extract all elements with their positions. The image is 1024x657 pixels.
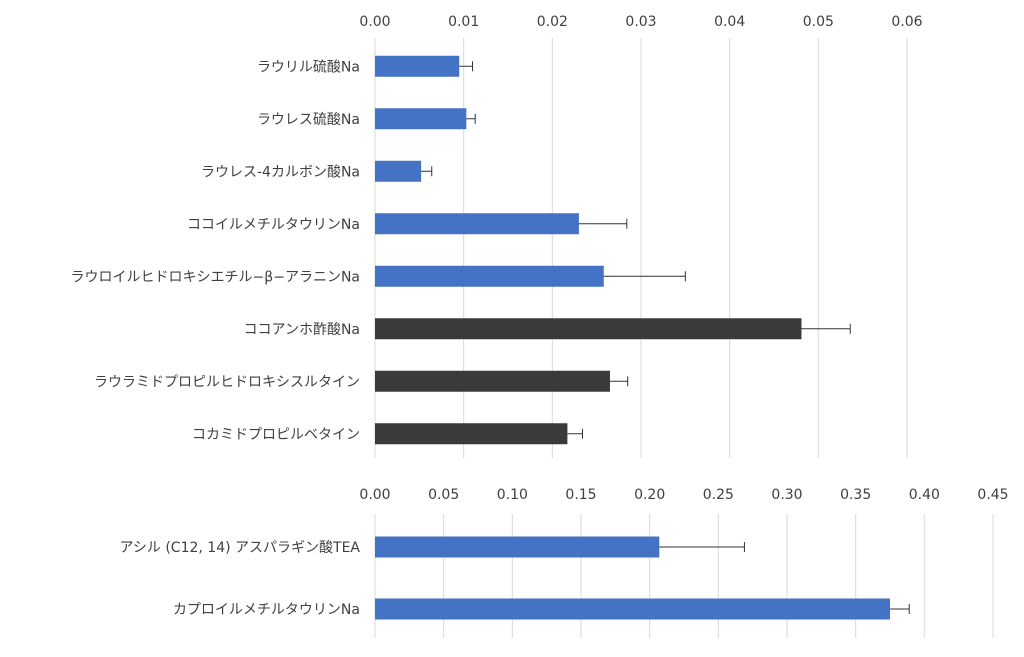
chart1-tick-label: 0.06	[891, 14, 922, 30]
chart1-category-label: ココイルメチルタウリンNa	[187, 217, 360, 233]
chart2-tick-label: 0.00	[359, 487, 390, 503]
chart2-tick-label: 0.15	[565, 487, 596, 503]
chart2-tick-label: 0.05	[428, 487, 459, 503]
chart2-tick-label: 0.30	[771, 487, 802, 503]
chart1-bar	[375, 55, 460, 77]
chart1-bar	[375, 265, 604, 287]
chart1-bar	[375, 423, 568, 445]
chart1-category-label: ラウレス硫酸Na	[257, 112, 360, 128]
chart2-bar	[375, 598, 890, 620]
chart2-tick-label: 0.25	[703, 487, 734, 503]
chart1-tick-label: 0.01	[448, 14, 479, 30]
chart1-tick-label: 0.04	[714, 14, 745, 30]
chart2-tick-label: 0.10	[497, 487, 528, 503]
chart1-bar	[375, 108, 467, 130]
chart1-bar	[375, 160, 422, 182]
chart1-category-label: ラウレス-4カルボン酸Na	[201, 164, 360, 180]
chart2-tick-label: 0.45	[977, 487, 1008, 503]
chart1-category-label: ラウリル硫酸Na	[257, 59, 360, 75]
chart2-category-label: カプロイルメチルタウリンNa	[173, 602, 360, 618]
chart1-tick-label: 0.05	[803, 14, 834, 30]
chart2-category-label: アシル (C12, 14) アスパラギン酸TEA	[119, 540, 360, 556]
chart1-category-label: ココアンホ酢酸Na	[244, 322, 361, 338]
chart2-tick-label: 0.40	[909, 487, 940, 503]
chart2-bar	[375, 536, 660, 558]
chart1-category-label: ラウラミドプロピルヒドロキシスルタイン	[94, 374, 360, 390]
chart1-bar	[375, 318, 802, 340]
chart1-tick-label: 0.00	[359, 14, 390, 30]
chart2-tick-label: 0.35	[840, 487, 871, 503]
chart1-tick-label: 0.02	[537, 14, 568, 30]
chart1-tick-label: 0.03	[625, 14, 656, 30]
chart1-category-label: ラウロイルヒドロキシエチル−β−アラニンNa	[71, 269, 360, 285]
chart1-bar	[375, 213, 579, 235]
chart1-category-label: コカミドプロピルベタイン	[192, 427, 360, 443]
chart1-bar	[375, 370, 610, 392]
chart2-tick-label: 0.20	[634, 487, 665, 503]
